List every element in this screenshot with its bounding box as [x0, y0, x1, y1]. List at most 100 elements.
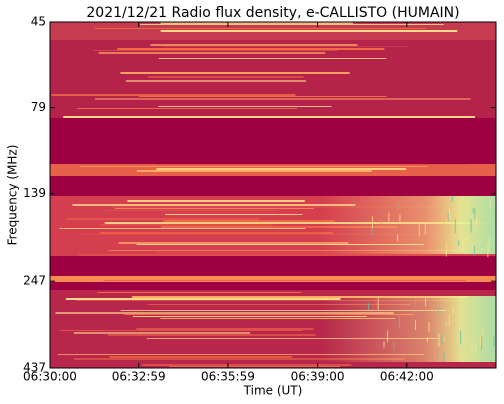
spectrogram-row: [50, 288, 496, 290]
spectrogram-row: [50, 236, 496, 238]
spectrogram-streak: [132, 316, 367, 317]
spectrogram-streak: [137, 170, 372, 172]
spectrogram-row: [50, 88, 496, 90]
spectrogram-row: [50, 160, 496, 162]
spectrogram-speck: [482, 328, 484, 336]
spectrogram-row: [50, 360, 496, 362]
spectrogram-speck: [474, 344, 476, 354]
spectrogram-streak: [117, 48, 385, 50]
spectrogram-row: [50, 100, 496, 102]
spectrogram-burst: [320, 196, 496, 254]
spectrogram-speck: [418, 224, 420, 237]
spectrogram-row: [50, 350, 496, 352]
spectrogram-row: [50, 92, 496, 94]
spectrogram-streak: [94, 98, 471, 100]
spectrogram-row: [50, 268, 496, 270]
y-axis-label: Frequency (MHz): [6, 145, 20, 246]
spectrogram-row: [50, 278, 496, 280]
spectrogram-row: [50, 54, 496, 56]
spectrogram-speck: [435, 302, 437, 308]
spectrogram-row: [50, 172, 496, 174]
spectrogram-streak: [103, 280, 466, 281]
spectrogram-streak: [78, 254, 446, 256]
spectrogram-speck: [425, 296, 427, 307]
spectrogram-speck: [445, 322, 447, 327]
x-tick-label: 06:35:59: [201, 370, 255, 384]
spectrogram-row: [50, 332, 496, 334]
spectrogram-streak: [156, 168, 407, 170]
spectrogram-row: [50, 326, 496, 328]
spectrogram-row: [50, 86, 496, 88]
spectrogram-speck: [448, 314, 450, 326]
spectrogram-row: [50, 138, 496, 140]
spectrogram-streak: [150, 44, 358, 46]
spectrogram-speck: [470, 224, 472, 233]
spectrogram-streak: [65, 298, 341, 300]
spectrogram-row: [50, 286, 496, 288]
spectrogram-streak: [57, 354, 425, 355]
spectrogram-streak: [110, 206, 440, 208]
spectrogram-row: [50, 196, 496, 198]
spectrogram-row: [50, 258, 496, 260]
spectrogram-streak: [74, 358, 405, 360]
spectrogram-streak: [99, 232, 333, 234]
spectrogram-speck: [437, 349, 439, 356]
spectrogram-speck: [474, 207, 476, 219]
spectrogram-streak: [142, 364, 352, 366]
spectrogram-streak: [59, 330, 303, 331]
spectrogram-streak: [158, 106, 332, 107]
spectrogram-streak: [125, 80, 306, 82]
spectrogram-row: [50, 294, 496, 296]
spectrogram-speck: [489, 205, 491, 210]
spectrogram-streak: [51, 94, 296, 96]
spectrogram-row: [50, 274, 496, 276]
spectrogram-row: [50, 38, 496, 40]
spectrogram-speck: [387, 330, 389, 343]
spectrogram-speck: [381, 219, 383, 228]
spectrogram-speck: [377, 297, 379, 311]
spectrogram-streak: [104, 222, 495, 224]
y-tick-label: 247: [23, 274, 46, 288]
spectrogram-row: [50, 62, 496, 64]
x-tick-label: 06:30:00: [23, 370, 77, 384]
spectrogram-row: [50, 290, 496, 292]
spectrogram-row: [50, 120, 496, 122]
spectrogram-row: [50, 144, 496, 146]
spectrogram-row: [50, 348, 496, 350]
spectrogram-speck: [445, 242, 447, 257]
spectrogram-row: [50, 180, 496, 182]
spectrogram-row: [50, 154, 496, 156]
spectrogram-row: [50, 344, 496, 346]
spectrogram-row: [50, 194, 496, 196]
spectrogram-row: [50, 42, 496, 44]
spectrogram-streak: [63, 116, 475, 118]
spectrogram-row: [50, 134, 496, 136]
spectrogram-speck: [465, 236, 467, 248]
spectrogram-speck: [454, 219, 456, 234]
spectrogram-speck: [458, 240, 460, 247]
spectrogram-speck: [447, 213, 449, 222]
x-axis-label: Time (UT): [243, 384, 303, 398]
spectrogram-row: [50, 342, 496, 344]
spectrogram-row: [50, 40, 496, 42]
spectrogram-streak: [97, 292, 302, 293]
spectrogram-row: [50, 264, 496, 266]
spectrogram-speck: [399, 214, 401, 223]
spectrogram-streak: [107, 334, 316, 336]
spectrogram-burst: [320, 296, 496, 362]
spectrogram-speck: [371, 226, 373, 235]
spectrogram-row: [50, 190, 496, 192]
spectrogram-row: [50, 110, 496, 112]
spectrogram-row: [50, 218, 496, 220]
spectrogram-row: [50, 114, 496, 116]
spectrogram-row: [50, 140, 496, 142]
spectrogram-speck: [367, 303, 369, 310]
spectrogram-row: [50, 84, 496, 86]
spectrogram-streak: [163, 220, 335, 222]
spectrogram-row: [50, 270, 496, 272]
spectrogram: [50, 22, 497, 368]
spectrogram-speck: [487, 244, 489, 258]
spectrogram-streak: [115, 208, 314, 209]
spectrogram-streak: [146, 338, 440, 339]
